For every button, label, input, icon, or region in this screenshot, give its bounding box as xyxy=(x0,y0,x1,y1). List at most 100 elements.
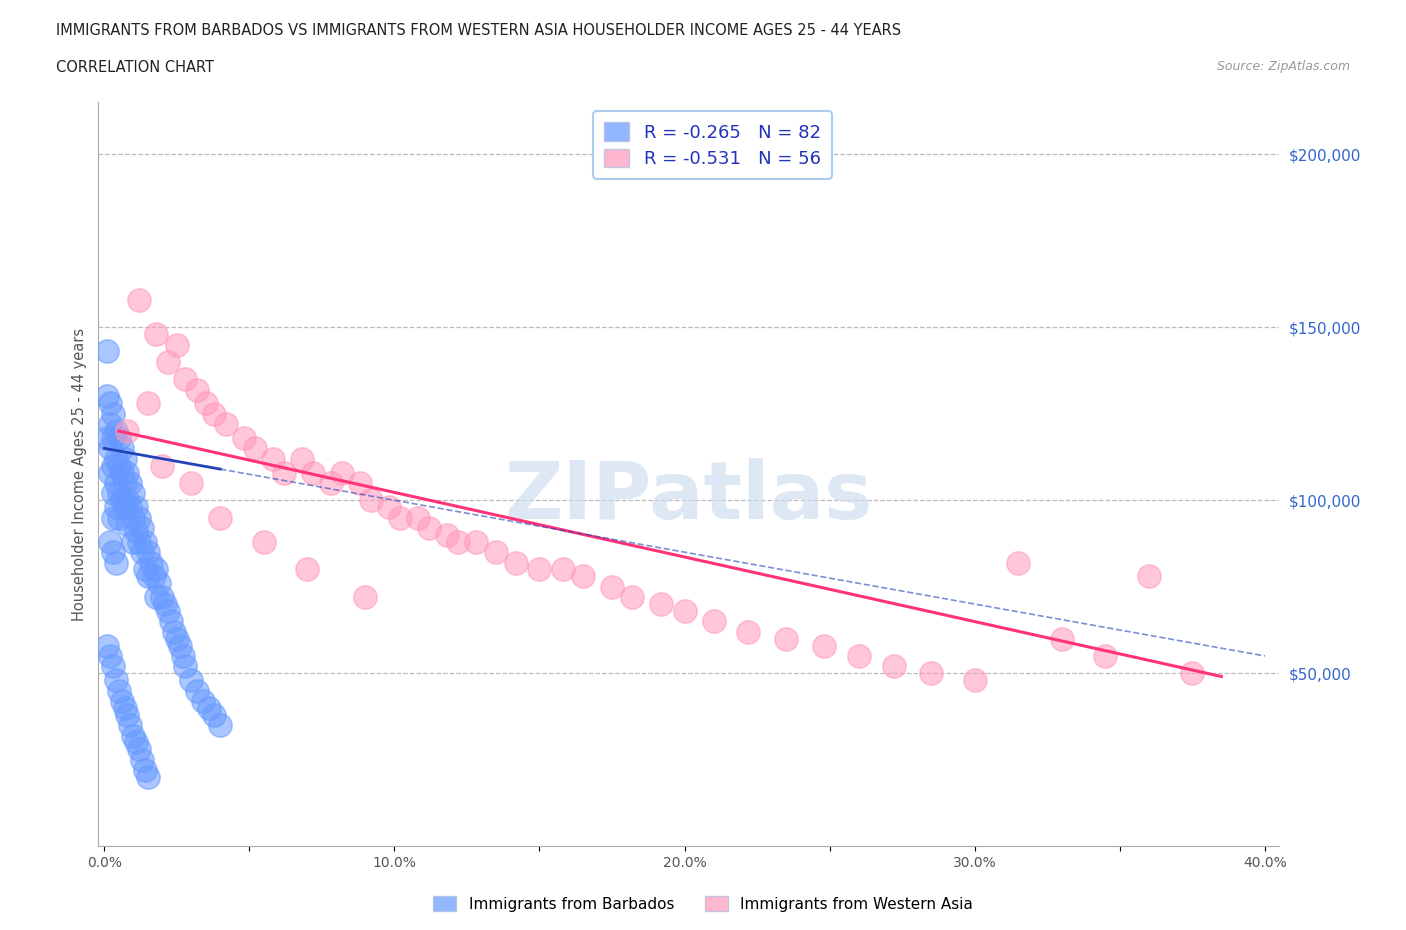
Point xyxy=(703,614,725,629)
Point xyxy=(290,451,312,466)
Point xyxy=(1137,569,1160,584)
Point xyxy=(406,511,429,525)
Point xyxy=(194,396,217,411)
Point xyxy=(134,535,156,550)
Point xyxy=(136,396,159,411)
Point xyxy=(139,555,162,570)
Point xyxy=(360,493,382,508)
Point xyxy=(131,545,153,560)
Point xyxy=(104,451,127,466)
Point xyxy=(209,718,232,733)
Point xyxy=(186,684,208,698)
Point xyxy=(505,555,527,570)
Point xyxy=(377,499,399,514)
Point xyxy=(98,396,121,411)
Point xyxy=(551,562,574,577)
Point xyxy=(128,535,150,550)
Point xyxy=(134,763,156,777)
Point xyxy=(128,511,150,525)
Point xyxy=(180,475,202,490)
Point xyxy=(107,458,129,473)
Point xyxy=(232,431,254,445)
Point xyxy=(243,441,266,456)
Point xyxy=(111,465,134,480)
Point xyxy=(125,524,148,538)
Point xyxy=(122,511,145,525)
Point xyxy=(101,406,124,421)
Point xyxy=(204,406,226,421)
Point xyxy=(104,423,127,438)
Legend: R = -0.265   N = 82, R = -0.531   N = 56: R = -0.265 N = 82, R = -0.531 N = 56 xyxy=(593,112,832,179)
Point xyxy=(253,535,276,550)
Text: Source: ZipAtlas.com: Source: ZipAtlas.com xyxy=(1216,60,1350,73)
Point xyxy=(157,354,180,369)
Legend: Immigrants from Barbados, Immigrants from Western Asia: Immigrants from Barbados, Immigrants fro… xyxy=(427,889,979,918)
Point xyxy=(104,499,127,514)
Point xyxy=(650,597,672,612)
Point xyxy=(117,423,139,438)
Point xyxy=(96,638,118,653)
Point xyxy=(464,535,486,550)
Point xyxy=(174,659,197,674)
Point xyxy=(186,382,208,397)
Point xyxy=(191,694,214,709)
Point xyxy=(142,569,165,584)
Point xyxy=(120,475,142,490)
Point xyxy=(98,441,121,456)
Point xyxy=(128,292,150,307)
Point xyxy=(1181,666,1204,681)
Point xyxy=(98,465,121,480)
Point xyxy=(813,638,835,653)
Point xyxy=(125,499,148,514)
Point xyxy=(117,493,139,508)
Y-axis label: Householder Income Ages 25 - 44 years: Householder Income Ages 25 - 44 years xyxy=(72,327,87,621)
Point xyxy=(172,648,194,663)
Point xyxy=(111,493,134,508)
Point xyxy=(101,485,124,500)
Point xyxy=(447,535,470,550)
Point xyxy=(136,569,159,584)
Point xyxy=(160,614,183,629)
Point xyxy=(153,597,176,612)
Point xyxy=(673,604,696,618)
Point xyxy=(302,465,325,480)
Point xyxy=(111,441,134,456)
Point xyxy=(209,511,232,525)
Point xyxy=(122,535,145,550)
Point xyxy=(104,475,127,490)
Point xyxy=(136,545,159,560)
Point xyxy=(883,659,905,674)
Point xyxy=(354,590,377,604)
Point xyxy=(101,431,124,445)
Point xyxy=(273,465,295,480)
Point xyxy=(101,458,124,473)
Point xyxy=(107,511,129,525)
Point xyxy=(436,527,458,542)
Point xyxy=(101,659,124,674)
Point xyxy=(157,604,180,618)
Point xyxy=(96,431,118,445)
Point xyxy=(1094,648,1116,663)
Point xyxy=(775,631,797,646)
Point xyxy=(262,451,284,466)
Point xyxy=(111,694,134,709)
Point xyxy=(114,499,136,514)
Point xyxy=(148,576,170,591)
Point xyxy=(145,590,167,604)
Point xyxy=(117,708,139,723)
Point xyxy=(166,631,188,646)
Point xyxy=(204,708,226,723)
Point xyxy=(120,499,142,514)
Point xyxy=(150,458,173,473)
Point xyxy=(122,728,145,743)
Text: IMMIGRANTS FROM BARBADOS VS IMMIGRANTS FROM WESTERN ASIA HOUSEHOLDER INCOME AGES: IMMIGRANTS FROM BARBADOS VS IMMIGRANTS F… xyxy=(56,23,901,38)
Point xyxy=(145,562,167,577)
Point xyxy=(145,326,167,341)
Point xyxy=(1007,555,1029,570)
Point xyxy=(572,569,595,584)
Point xyxy=(114,700,136,715)
Point xyxy=(114,451,136,466)
Point xyxy=(101,545,124,560)
Point xyxy=(319,475,342,490)
Point xyxy=(180,672,202,687)
